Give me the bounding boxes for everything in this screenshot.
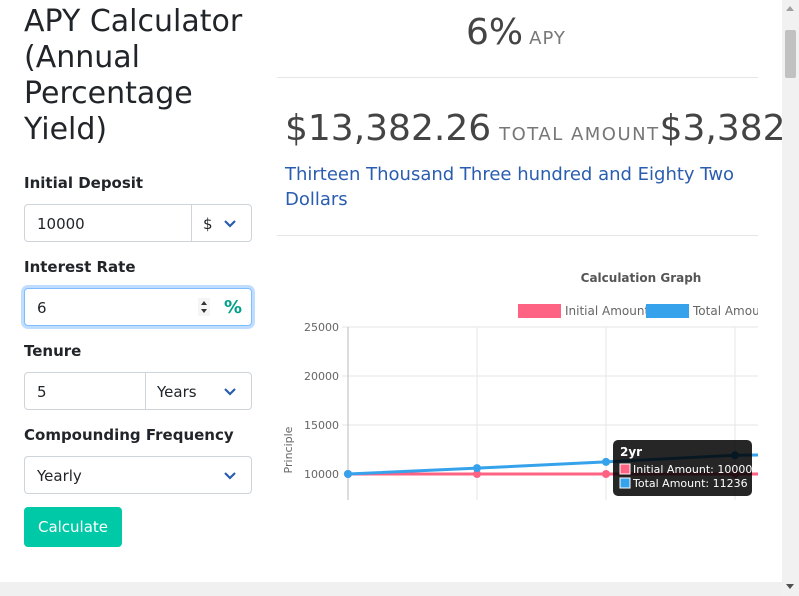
compounding-frequency-select[interactable]: Yearly	[24, 456, 252, 494]
scroll-thumb[interactable]	[785, 30, 796, 78]
y-tick-label: 15000	[304, 419, 339, 432]
currency-symbol[interactable]: $	[203, 215, 213, 233]
scroll-down-icon[interactable]	[786, 584, 794, 589]
legend-label-total[interactable]: Total Amount	[692, 304, 758, 318]
total-amount-value: $13,382.26	[285, 108, 492, 149]
apy-result: 6% APY	[466, 12, 566, 53]
data-point-initial	[473, 470, 481, 478]
calculator-form: APY Calculator (Annual Percentage Yield)…	[24, 0, 254, 547]
tenure-field[interactable]: 5 Years	[24, 372, 252, 410]
percent-unit: %	[224, 297, 243, 318]
tooltip-line-initial: Initial Amount: 10000	[633, 463, 752, 476]
chevron-down-icon[interactable]	[223, 387, 237, 397]
calculation-graph: Calculation Graph Initial Amount Total A…	[282, 271, 758, 500]
field-divider	[145, 373, 146, 409]
legend-swatch-total[interactable]	[646, 304, 689, 318]
y-axis-label: Principle	[282, 426, 295, 473]
interest-amount-value: $3,382.2	[659, 108, 782, 149]
tooltip-swatch-total	[619, 477, 631, 489]
data-point-total	[602, 457, 610, 466]
scroll-up-icon[interactable]	[786, 6, 794, 11]
data-point-total	[344, 470, 352, 478]
initial-deposit-field[interactable]: 10000 $	[24, 204, 252, 242]
totals-row: $13,382.26 TOTAL AMOUNT$3,382.2	[285, 108, 782, 149]
y-tick-label: 10000	[304, 468, 339, 481]
compounding-frequency-label: Compounding Frequency	[24, 426, 234, 444]
divider	[277, 77, 758, 78]
interest-rate-label: Interest Rate	[24, 258, 136, 276]
initial-deposit-label: Initial Deposit	[24, 174, 144, 192]
number-spinner-icon[interactable]	[198, 298, 210, 316]
vertical-scrollbar[interactable]	[782, 0, 799, 596]
apy-label: APY	[529, 28, 566, 49]
horizontal-scroll-area	[0, 582, 782, 596]
chevron-down-icon[interactable]	[223, 219, 237, 229]
apy-value: 6%	[466, 12, 524, 53]
page-title: APY Calculator (Annual Percentage Yield)	[24, 4, 243, 147]
tooltip-title: 2yr	[620, 445, 642, 459]
tooltip-box	[613, 440, 752, 496]
y-tick-label: 25000	[304, 321, 339, 334]
tenure-value[interactable]: 5	[37, 383, 47, 401]
tooltip-line-total: Total Amount: 11236	[632, 477, 748, 490]
initial-deposit-value[interactable]: 10000	[37, 215, 85, 233]
tenure-label: Tenure	[24, 342, 82, 360]
tenure-unit-select[interactable]: Years	[157, 383, 197, 401]
y-tick-label: 20000	[304, 370, 339, 383]
total-amount-label: TOTAL AMOUNT	[499, 124, 660, 145]
divider	[277, 235, 758, 236]
chevron-down-icon[interactable]	[223, 471, 237, 481]
legend-swatch-initial[interactable]	[518, 304, 561, 318]
chart-tooltip: 2yr Initial Amount: 10000 Total Amount: …	[613, 440, 752, 496]
chart-title: Calculation Graph	[581, 271, 702, 285]
total-in-words: Thirteen Thousand Three hundred and Eigh…	[285, 164, 735, 210]
interest-rate-value[interactable]: 6	[37, 299, 47, 317]
data-point-total	[473, 464, 481, 473]
data-point-initial	[602, 470, 610, 478]
compounding-frequency-value[interactable]: Yearly	[37, 467, 82, 485]
calculate-button[interactable]: Calculate	[24, 507, 122, 547]
field-divider	[191, 205, 192, 241]
y-axis-ticks: 25000 20000 15000 10000	[304, 321, 339, 481]
legend-label-initial[interactable]: Initial Amount	[565, 304, 649, 318]
tooltip-swatch-initial	[619, 463, 631, 475]
interest-rate-field[interactable]: 6 %	[24, 288, 252, 326]
